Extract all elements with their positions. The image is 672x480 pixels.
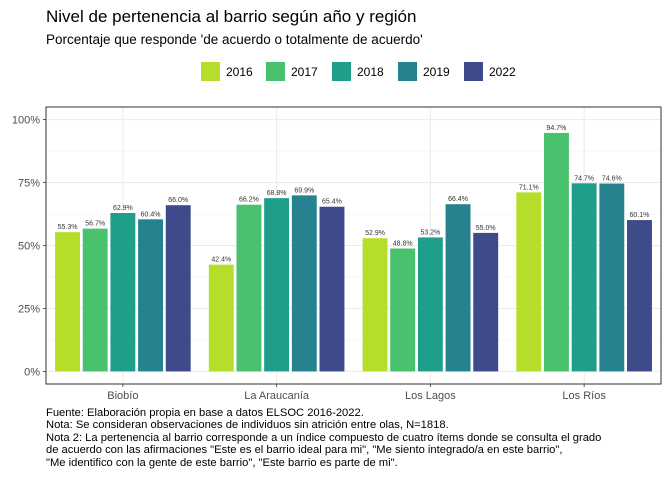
legend-swatch [398, 62, 417, 81]
data-label: 69.9% [294, 187, 314, 194]
y-tick-label: 75% [18, 178, 40, 190]
data-label: 55.0% [476, 225, 496, 232]
bar [319, 206, 345, 372]
legend-swatch [464, 62, 483, 81]
y-tick-label: 50% [18, 241, 40, 253]
legend-swatch [266, 62, 285, 81]
bar [516, 192, 542, 372]
bar [264, 198, 290, 372]
legend-label: 2022 [489, 65, 516, 79]
bar [473, 232, 499, 372]
chart-title: Nivel de pertenencia al barrio según año… [46, 7, 417, 26]
plot-panel-border [45, 106, 662, 385]
data-label: 42.4% [211, 257, 231, 264]
data-label: 94.7% [547, 125, 567, 132]
data-label: 71.1% [519, 184, 539, 191]
legend-label: 2017 [291, 65, 318, 79]
bar [236, 204, 262, 372]
note-line: de acuerdo con las afirmaciones "Este es… [46, 444, 563, 457]
data-label: 56.7% [85, 221, 105, 228]
chart-notes: Fuente: Elaboración propia en base a dat… [46, 407, 601, 469]
data-label: 60.1% [630, 212, 650, 219]
y-tick-label: 25% [18, 303, 40, 315]
bar [571, 183, 597, 372]
bar [362, 238, 388, 372]
bar [543, 132, 569, 372]
x-tick-label: La Araucanía [244, 390, 310, 402]
note-line: Nota 2: La pertenencia al barrio corresp… [46, 431, 602, 444]
data-label: 55.3% [58, 224, 78, 231]
y-tick-label: 0% [24, 366, 40, 378]
data-label: 66.0% [168, 197, 188, 204]
legend-label: 2018 [357, 65, 384, 79]
bar [165, 205, 191, 372]
bar [55, 232, 80, 372]
note-line: "Me identifico con la gente de este barr… [46, 456, 398, 469]
x-tick-label: Los Lagos [405, 390, 456, 402]
legend-label: 2019 [423, 65, 450, 79]
data-label: 62.9% [113, 205, 133, 212]
data-label: 53.2% [420, 229, 440, 236]
data-label: 66.2% [239, 197, 259, 204]
data-label: 60.4% [141, 211, 161, 218]
note-line: Fuente: Elaboración propia en base a dat… [46, 407, 364, 419]
bar [138, 219, 164, 372]
data-label: 66.4% [448, 196, 468, 203]
bar [208, 264, 234, 372]
legend-swatch [332, 62, 351, 81]
data-label: 74.6% [602, 176, 622, 183]
bar [445, 204, 471, 372]
bar [627, 220, 652, 372]
legend-swatch [201, 62, 220, 81]
bar [390, 248, 416, 372]
data-label: 52.9% [365, 230, 385, 237]
chart-subtitle: Porcentaje que responde 'de acuerdo o to… [46, 32, 423, 47]
bar [110, 213, 136, 372]
x-tick-label: Biobío [107, 390, 138, 402]
y-tick-label: 100% [12, 115, 40, 127]
data-label: 48.8% [393, 241, 413, 248]
note-line: Nota: Se consideran observaciones de ind… [46, 419, 449, 432]
data-label: 68.8% [267, 190, 287, 197]
legend-label: 2016 [226, 65, 253, 79]
bar [417, 237, 443, 372]
bar [291, 195, 317, 372]
data-label: 65.4% [322, 199, 342, 206]
data-label: 74.7% [574, 175, 594, 182]
bar [599, 183, 625, 372]
bar [82, 228, 108, 372]
x-tick-label: Los Ríos [562, 390, 606, 402]
